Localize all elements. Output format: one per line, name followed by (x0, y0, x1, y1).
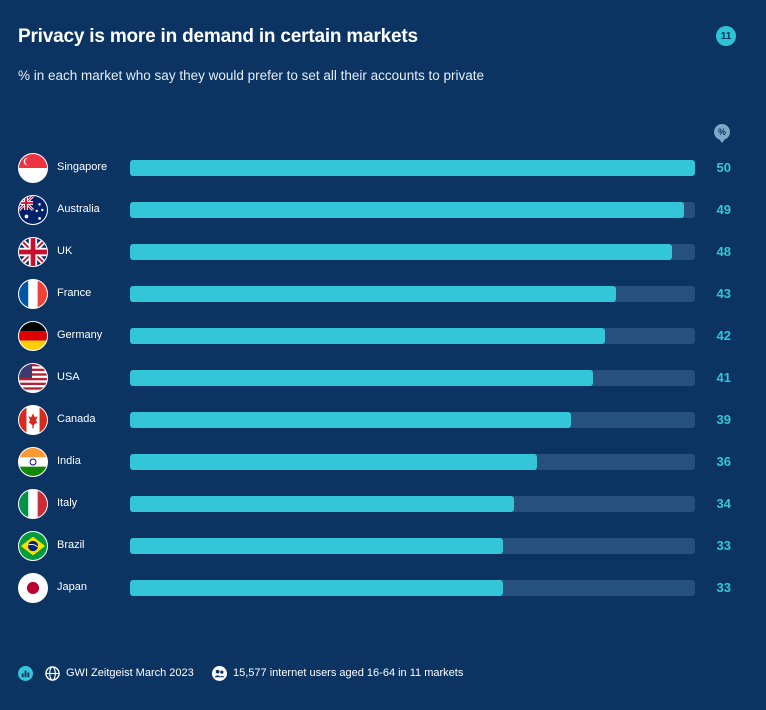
bar (130, 580, 503, 596)
data-label: 43 (716, 286, 731, 301)
bar-track (130, 454, 695, 470)
data-label: 41 (716, 370, 731, 385)
bar (130, 328, 605, 344)
category-label: France (57, 287, 92, 299)
data-label: 50 (716, 160, 731, 175)
bar-track (130, 286, 695, 302)
bar-row: Australia 49 (0, 195, 766, 225)
category-label: Singapore (57, 161, 108, 173)
category-label: Italy (57, 497, 78, 509)
japan-flag-icon (18, 573, 48, 603)
bar-track (130, 202, 695, 218)
bar-row: Germany 42 (0, 321, 766, 351)
bar-track (130, 160, 695, 176)
bar (130, 496, 515, 512)
bar-row: USA 41 (0, 363, 766, 393)
bar (130, 454, 537, 470)
singapore-flag-icon (18, 153, 48, 183)
category-label: Japan (57, 581, 87, 593)
bar (130, 286, 616, 302)
data-label: 34 (716, 496, 731, 511)
bar-row: Japan 33 (0, 573, 766, 603)
usa-flag-icon (18, 363, 48, 393)
category-label: Brazil (57, 539, 85, 551)
chart-title: Privacy is more in demand in certain mar… (18, 26, 418, 47)
bar-row: Italy 34 (0, 489, 766, 519)
canada-flag-icon (18, 405, 48, 435)
data-label: 42 (716, 328, 731, 343)
bar-chart: Singapore 50 Australia 49 UK 48 France 43 German… (0, 153, 766, 603)
sample-label: 15,577 internet users aged 16-64 in 11 m… (233, 667, 464, 679)
category-label: Australia (57, 203, 100, 215)
bar-row: France 43 (0, 279, 766, 309)
bar (130, 160, 695, 176)
bar (130, 244, 673, 260)
bar-track (130, 244, 695, 260)
percent-unit-icon: % (714, 124, 730, 143)
bar-row: Canada 39 (0, 405, 766, 435)
data-label: 36 (716, 454, 731, 469)
source-label: GWI Zeitgeist March 2023 (66, 667, 194, 679)
france-flag-icon (18, 279, 48, 309)
bar (130, 412, 571, 428)
bar (130, 202, 684, 218)
bar-track (130, 496, 695, 512)
category-label: Germany (57, 329, 103, 341)
people-icon (212, 666, 227, 681)
bar (130, 538, 503, 554)
bar-track (130, 538, 695, 554)
bar-track (130, 580, 695, 596)
india-flag-icon (18, 447, 48, 477)
globe-icon (45, 666, 60, 681)
bar-chart-icon (18, 666, 33, 681)
italy-flag-icon (18, 489, 48, 519)
category-label: UK (57, 245, 73, 257)
germany-flag-icon (18, 321, 48, 351)
bar-row: Singapore 50 (0, 153, 766, 183)
uk-flag-icon (18, 237, 48, 267)
bar-row: India 36 (0, 447, 766, 477)
data-label: 39 (716, 412, 731, 427)
bar-track (130, 328, 695, 344)
brazil-flag-icon (18, 531, 48, 561)
category-label: Canada (57, 413, 96, 425)
data-label: 49 (716, 202, 731, 217)
bar (130, 370, 594, 386)
category-label: India (57, 455, 81, 467)
category-label: USA (57, 371, 80, 383)
bar-track (130, 412, 695, 428)
bar-track (130, 370, 695, 386)
data-label: 33 (716, 538, 731, 553)
data-label: 48 (716, 244, 731, 259)
chart-subtitle: % in each market who say they would pref… (18, 68, 484, 83)
bar-row: UK 48 (0, 237, 766, 267)
bar-row: Brazil 33 (0, 531, 766, 561)
page-number-badge: 11 (716, 26, 736, 46)
australia-flag-icon (18, 195, 48, 225)
data-label: 33 (716, 580, 731, 595)
